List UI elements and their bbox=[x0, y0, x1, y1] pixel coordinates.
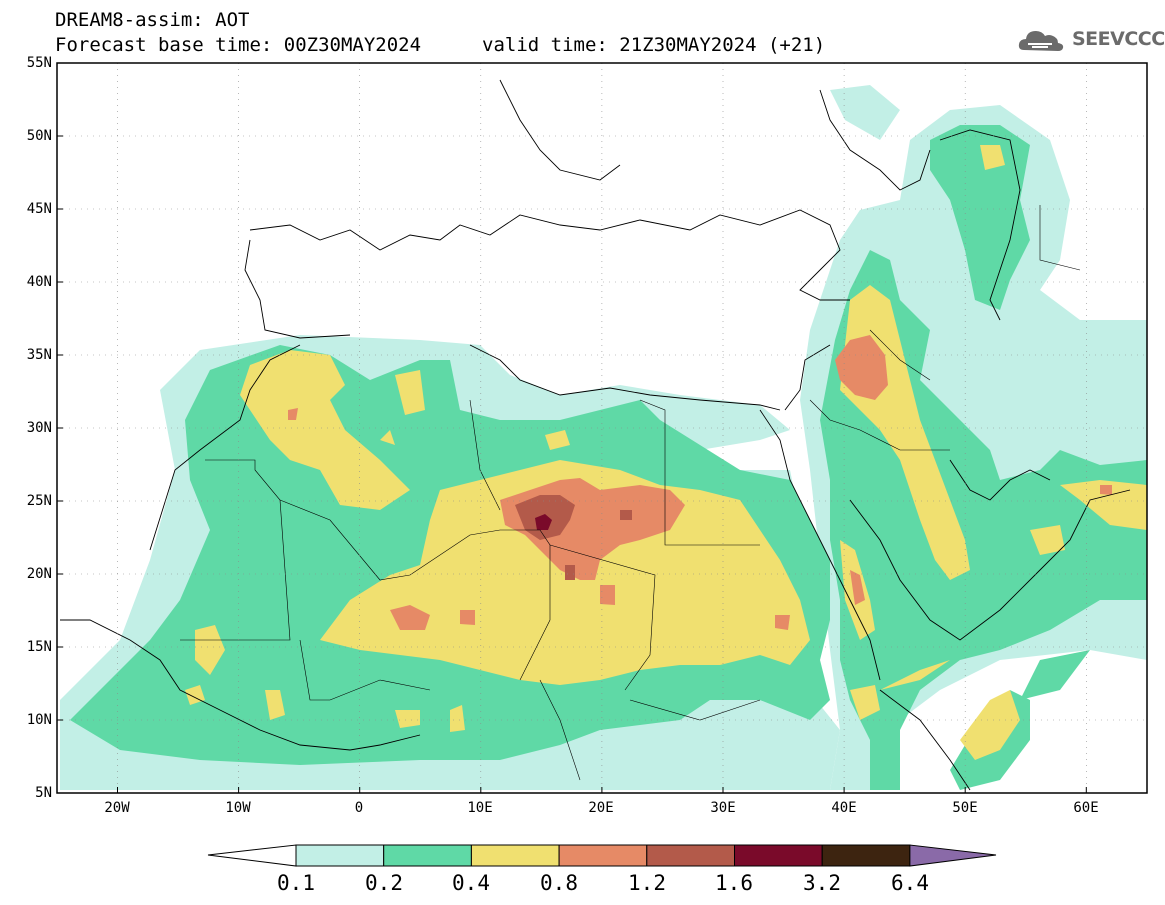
lat-label: 50N bbox=[26, 128, 52, 144]
colorbar-swatch bbox=[821, 844, 911, 867]
colorbar-low-arrow bbox=[207, 844, 297, 867]
aot-class-1.6 bbox=[535, 514, 552, 530]
lon-label: 20W bbox=[104, 800, 130, 816]
lon-label: 10W bbox=[225, 800, 251, 816]
lat-label: 25N bbox=[26, 493, 52, 509]
lon-label: 0 bbox=[354, 800, 364, 816]
axis-ticks bbox=[57, 62, 1087, 793]
colorbar-swatch bbox=[646, 844, 735, 867]
lon-label: 20E bbox=[588, 800, 614, 816]
lon-label: 60E bbox=[1073, 800, 1099, 816]
coastlines bbox=[60, 79, 1131, 791]
lat-label: 40N bbox=[26, 274, 52, 290]
colorbar-label: 0.4 bbox=[452, 871, 490, 895]
colorbar-label: 3.2 bbox=[803, 871, 841, 895]
colorbar-label: 0.8 bbox=[540, 871, 578, 895]
colorbar-high-arrow bbox=[909, 844, 997, 867]
lat-label: 55N bbox=[26, 55, 52, 71]
lat-label: 15N bbox=[26, 639, 52, 655]
lat-label: 45N bbox=[26, 201, 52, 217]
colorbar-swatch bbox=[295, 844, 385, 867]
valid-time: valid time: 21Z30MAY2024 (+21) bbox=[482, 34, 826, 56]
colorbar-label: 6.4 bbox=[891, 871, 929, 895]
colorbar-label: 0.2 bbox=[365, 871, 403, 895]
lon-label: 40E bbox=[831, 800, 857, 816]
colorbar-swatch bbox=[558, 844, 648, 867]
lon-label: 10E bbox=[467, 800, 493, 816]
lat-label: 30N bbox=[26, 420, 52, 436]
colorbar-label: 1.2 bbox=[628, 871, 666, 895]
colorbar-swatch bbox=[383, 844, 472, 867]
lon-label: 50E bbox=[952, 800, 978, 816]
lat-label: 20N bbox=[26, 566, 52, 582]
colorbar-swatch bbox=[470, 844, 560, 867]
cloud-logo-icon bbox=[1018, 31, 1064, 51]
lat-label: 35N bbox=[26, 347, 52, 363]
lat-label: 5N bbox=[35, 785, 52, 801]
lon-label: 30E bbox=[710, 800, 736, 816]
colorbar bbox=[207, 844, 997, 867]
colorbar-swatch bbox=[734, 844, 823, 867]
aot-field bbox=[60, 85, 1147, 790]
map-title: DREAM8-assim: AOT bbox=[55, 9, 250, 31]
colorbar-label: 1.6 bbox=[715, 871, 753, 895]
logo-text: SEEVCCC bbox=[1072, 28, 1165, 50]
lat-label: 10N bbox=[26, 712, 52, 728]
forecast-base-time: Forecast base time: 00Z30MAY2024 bbox=[55, 34, 422, 56]
colorbar-label: 0.1 bbox=[277, 871, 315, 895]
